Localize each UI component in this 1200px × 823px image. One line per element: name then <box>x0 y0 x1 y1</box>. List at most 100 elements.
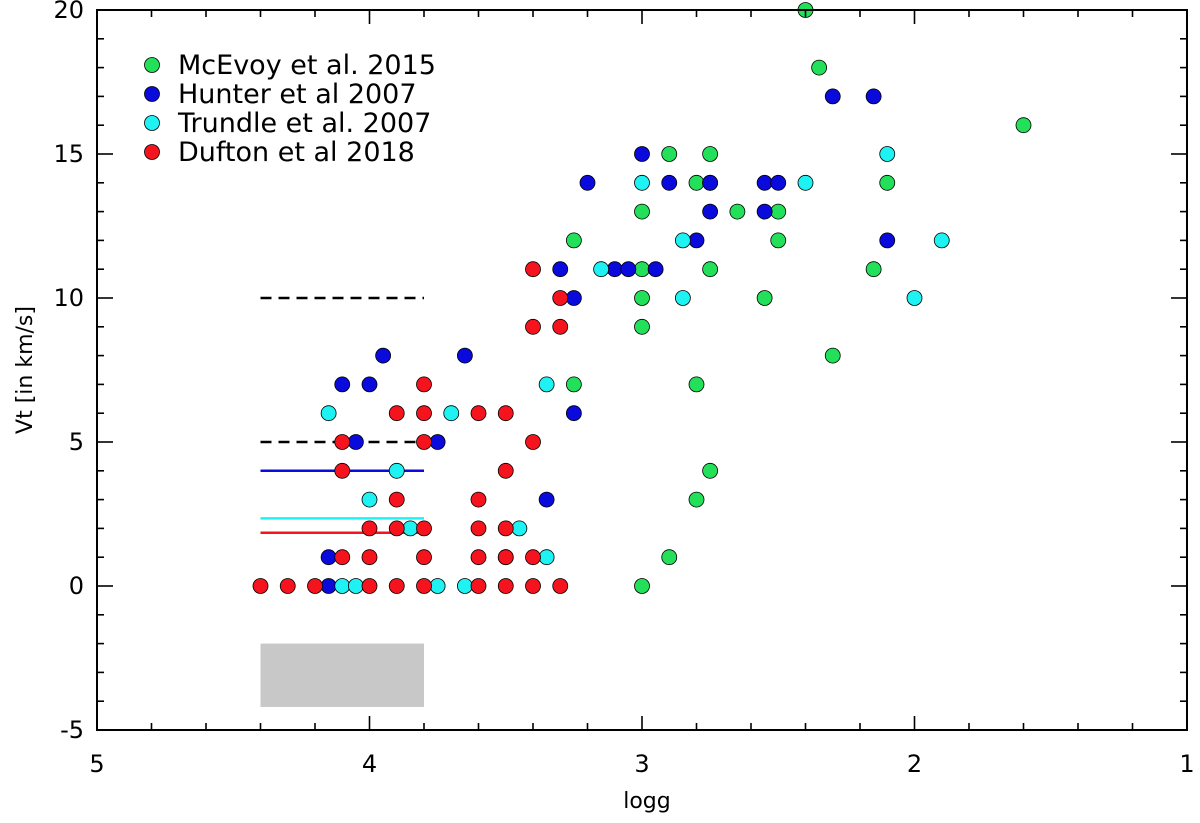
data-point <box>388 491 405 508</box>
data-point <box>525 261 541 278</box>
data-point <box>456 347 473 364</box>
data-point <box>933 232 950 249</box>
legend-marker-2 <box>144 86 160 102</box>
x-tick-label: 2 <box>907 750 922 778</box>
data-point <box>320 405 337 422</box>
data-point <box>470 491 487 508</box>
data-point <box>1015 117 1032 134</box>
data-point <box>470 578 487 594</box>
data-point <box>634 578 650 594</box>
shaded-region-layer <box>260 643 424 707</box>
y-tick-label: 10 <box>53 284 84 312</box>
y-tick-label: 20 <box>53 0 84 24</box>
data-point <box>416 578 432 594</box>
data-point <box>538 549 555 566</box>
data-point <box>375 347 392 364</box>
data-point <box>879 232 896 249</box>
data-point <box>388 520 405 537</box>
data-point <box>361 376 378 393</box>
data-point <box>565 232 582 249</box>
data-point <box>634 261 650 278</box>
data-point <box>606 261 623 278</box>
data-point <box>702 462 719 479</box>
legend-marker-1 <box>144 57 160 73</box>
tick-marks-layer <box>96 9 1188 731</box>
data-point <box>497 462 514 479</box>
data-point <box>525 549 541 566</box>
data-point <box>497 405 514 422</box>
data-point <box>634 203 650 220</box>
data-point <box>538 376 555 393</box>
data-point <box>661 146 678 162</box>
x-tick-label: 5 <box>89 750 104 778</box>
data-point <box>279 578 296 594</box>
x-tick-label: 3 <box>634 750 649 778</box>
data-point <box>347 578 364 594</box>
y-tick-label: 5 <box>69 428 84 456</box>
data-point <box>334 376 351 393</box>
data-point <box>634 146 650 162</box>
data-point <box>702 261 719 278</box>
data-point <box>334 434 351 450</box>
data-point <box>552 578 569 594</box>
data-point <box>538 491 555 508</box>
data-point <box>497 549 514 566</box>
data-point <box>429 578 446 594</box>
data-point <box>702 203 719 220</box>
data-point <box>824 88 841 105</box>
data-point <box>525 578 541 594</box>
data-point <box>702 174 719 191</box>
legend-label-2: Hunter et al 2007 <box>178 79 417 110</box>
data-point <box>674 232 691 249</box>
data-point <box>756 203 773 220</box>
data-point <box>320 578 337 594</box>
data-point <box>797 174 814 191</box>
data-point <box>347 434 364 450</box>
data-point <box>865 261 882 278</box>
data-point <box>906 290 923 306</box>
data-point <box>443 405 460 422</box>
data-point <box>579 174 596 191</box>
data-point <box>307 578 323 594</box>
data-point <box>416 520 432 537</box>
data-point <box>770 232 787 249</box>
data-point <box>661 549 678 566</box>
data-point <box>620 261 637 278</box>
series-4 <box>252 261 569 594</box>
data-point <box>361 520 378 537</box>
data-point <box>824 347 841 364</box>
data-point <box>361 549 378 566</box>
data-point <box>497 520 514 537</box>
data-point <box>661 174 678 191</box>
data-point <box>865 88 882 105</box>
data-point <box>416 376 432 393</box>
data-point <box>388 462 405 479</box>
data-point <box>552 318 569 335</box>
data-point <box>525 434 541 450</box>
data-point <box>634 318 650 335</box>
data-point <box>361 491 378 508</box>
legend-marker-4 <box>144 144 160 160</box>
data-point <box>511 520 528 537</box>
x-tick-label: 4 <box>362 750 377 778</box>
data-point <box>416 405 432 422</box>
data-point <box>361 578 378 594</box>
data-point <box>729 203 746 220</box>
data-point <box>702 146 719 162</box>
data-point <box>770 203 787 220</box>
legend-label-3: Trundle et al. 2007 <box>177 108 431 139</box>
data-point <box>565 405 582 422</box>
data-point <box>416 549 432 566</box>
data-point <box>334 578 351 594</box>
data-point <box>647 261 664 278</box>
data-point <box>565 376 582 393</box>
data-point <box>756 174 773 191</box>
shaded-region <box>260 643 424 707</box>
data-point <box>252 578 269 594</box>
legend-label-4: Dufton et al 2018 <box>178 137 415 168</box>
series-3 <box>320 146 950 594</box>
data-point <box>402 520 419 537</box>
